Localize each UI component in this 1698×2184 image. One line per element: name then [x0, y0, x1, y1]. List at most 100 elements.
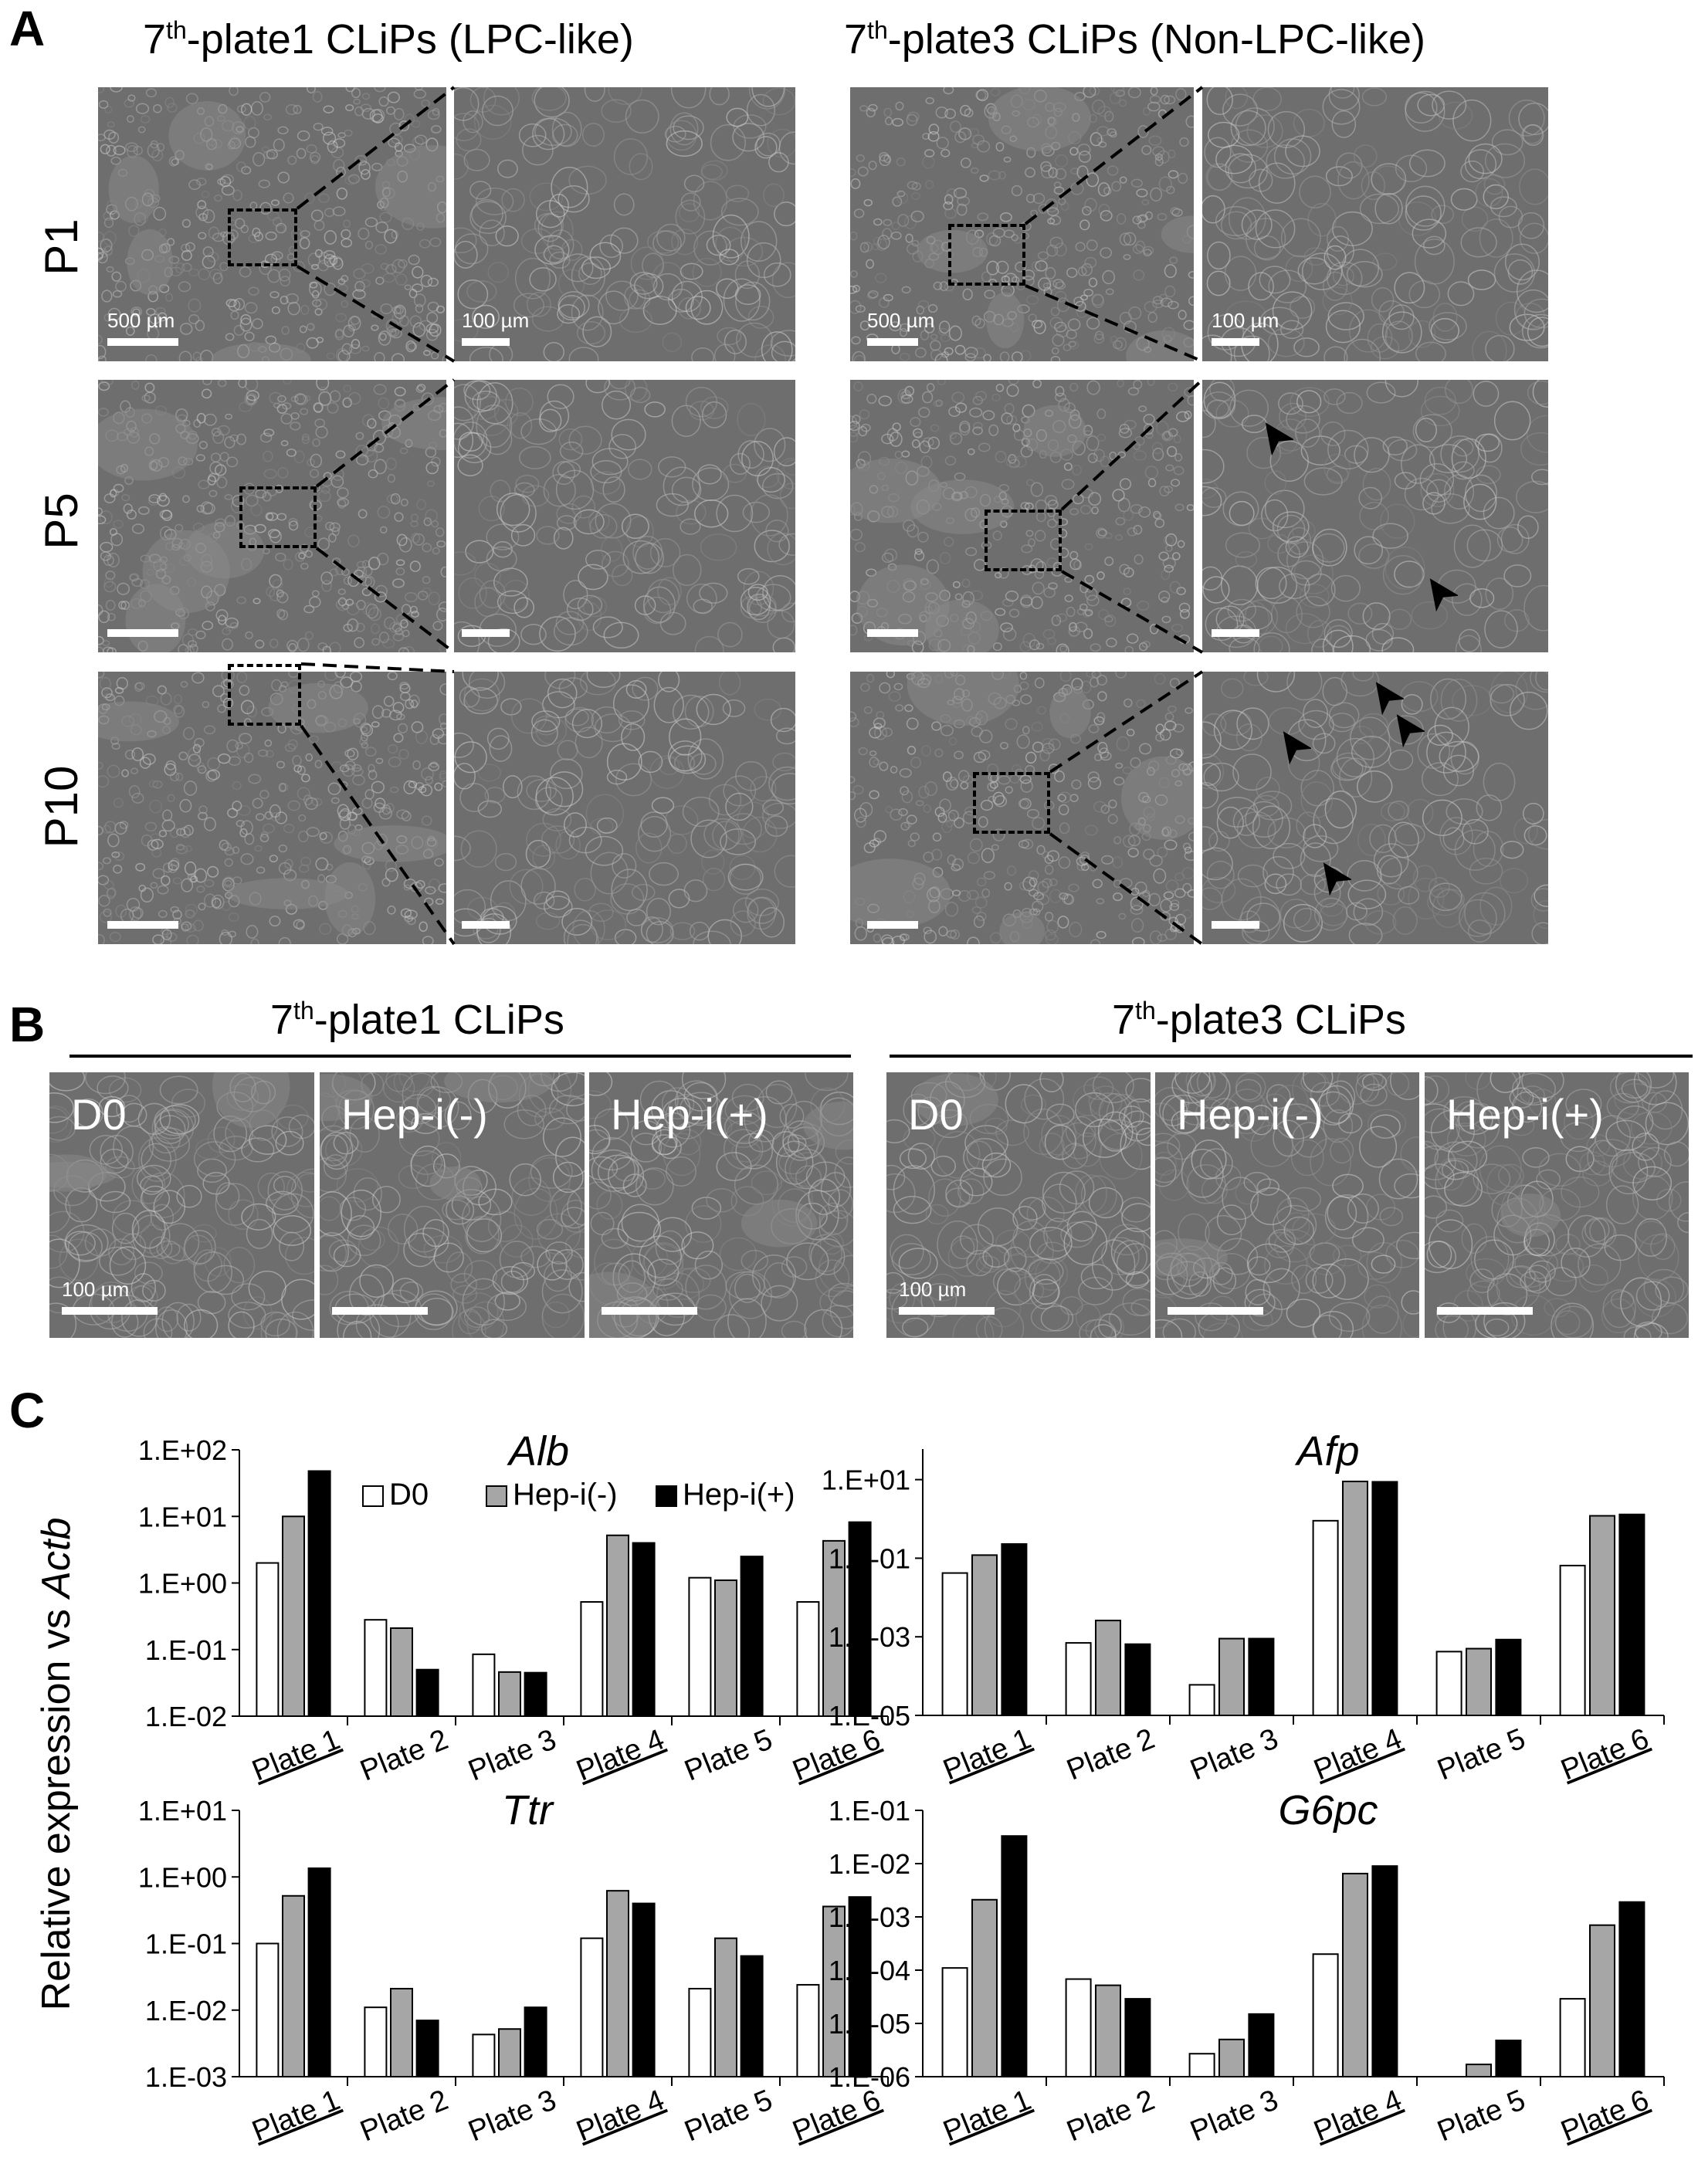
scale-label-plate3-overview: 500 µm [867, 309, 935, 332]
x-tick-label: Plate 5 [1433, 2084, 1530, 2148]
bar-g6pc-plate6-2 [1618, 1901, 1645, 2077]
bar-alb-plate4-0 [580, 1600, 604, 1718]
bar-ttr-plate1-0 [256, 1942, 280, 2077]
x-tick-label: Plate 3 [464, 2084, 561, 2148]
zoom-connector [296, 265, 456, 363]
y-tick-label: 1.E+00 [138, 1568, 227, 1600]
y-tick-label: 1.E-01 [145, 1928, 227, 1960]
legend-label: Hep-i(-) [513, 1478, 618, 1512]
bar-afp-plate4-2 [1371, 1481, 1398, 1716]
bar-g6pc-plate6-0 [1559, 1998, 1586, 2078]
panel-a-header-left: 7th-plate1 CLiPs (LPC-like) [143, 16, 634, 63]
bar-alb-plate2-2 [415, 1668, 439, 1717]
bar-g6pc-plate2-0 [1065, 1978, 1092, 2077]
inset-box-plate3-p1 [948, 224, 1025, 286]
bar-alb-plate4-1 [606, 1534, 629, 1717]
condition-label-plate1-hep-minus: Hep-i(-) [341, 1090, 488, 1139]
bar-afp-plate2-0 [1065, 1642, 1092, 1717]
zoom-connector [1060, 378, 1204, 511]
y-tick-label: 1.E-02 [145, 1701, 227, 1732]
scale-label-plate3: 100 µm [899, 1278, 967, 1301]
micrograph-plate3-hep-minus [1155, 1072, 1419, 1338]
bar-ttr-plate6-2 [848, 1896, 872, 2078]
bar-ttr-plate5-0 [688, 1987, 712, 2077]
bar-alb-plate6-2 [848, 1521, 872, 1717]
panel-c-label: C [9, 1383, 46, 1438]
x-tick-label: Plate 1 [248, 2084, 344, 2148]
bar-ttr-plate4-0 [580, 1937, 604, 2077]
panel-b-label: B [9, 997, 46, 1052]
x-tick-label: Plate 4 [572, 1723, 669, 1787]
x-tick-label: Plate 4 [1310, 1722, 1406, 1786]
x-tick-label: Plate 6 [1557, 1722, 1653, 1786]
bar-afp-plate3-1 [1218, 1637, 1245, 1717]
y-tick-label: 1.E-06 [829, 2061, 910, 2093]
micrograph-plate1-p5-overview [98, 380, 446, 652]
scale-bar-plate3-p1-zoom [1212, 338, 1259, 346]
bar-afp-plate2-1 [1095, 1620, 1121, 1716]
zoom-connector [296, 86, 456, 210]
bar-alb-plate2-0 [364, 1619, 388, 1717]
scale-bar-plate3-hep-plus [1437, 1307, 1533, 1315]
panel-b-rule-right [890, 1055, 1693, 1058]
bar-g6pc-plate1-0 [941, 1967, 968, 2078]
inset-box-plate3-p5 [985, 510, 1062, 571]
x-tick-label: Plate 2 [1063, 2084, 1159, 2148]
zoom-connector [1025, 284, 1203, 363]
y-tick-label: 1.E+02 [138, 1434, 227, 1466]
micrograph-plate3-p5-overview [850, 380, 1194, 652]
arrowhead-p10-1 [1375, 682, 1404, 715]
bar-ttr-plate1-1 [282, 1894, 305, 2077]
bar-alb-plate3-0 [472, 1653, 496, 1717]
zoom-connector [315, 378, 456, 488]
y-tick-label: 1.E-04 [829, 1955, 910, 1986]
inset-box-plate1-p10 [228, 664, 301, 726]
y-tick-label: 1.E-03 [829, 1901, 910, 1933]
bar-alb-plate5-0 [688, 1576, 712, 1717]
x-tick-label: Plate 2 [356, 1723, 452, 1787]
x-tick-label: Plate 2 [1063, 1722, 1159, 1786]
x-tick-label: Plate 6 [1557, 2084, 1653, 2148]
inset-box-plate3-p10 [973, 772, 1050, 834]
x-tick-label: Plate 6 [788, 1723, 885, 1787]
legend-swatch [656, 1485, 677, 1507]
bar-g6pc-plate4-0 [1312, 1953, 1339, 2078]
bar-afp-plate6-0 [1559, 1564, 1586, 1716]
chart-alb: Alb 1.E-02 1.E-01 1.E+00 1.E+01 1.E+02 Plate 1… [138, 1428, 889, 1788]
panel-b-header-left: 7th-plate1 CLiPs [270, 997, 564, 1043]
bar-afp-plate1-2 [1001, 1542, 1028, 1716]
zoom-connector [300, 662, 455, 673]
bar-afp-plate5-0 [1435, 1651, 1462, 1717]
legend-swatch [486, 1485, 507, 1507]
x-tick-label: Plate 3 [1186, 2084, 1283, 2148]
zoom-connector [1049, 832, 1204, 946]
scale-bar-plate1-hep-minus [332, 1307, 428, 1315]
bar-alb-plate3-2 [524, 1671, 547, 1718]
micrograph-plate1-hep-minus [320, 1072, 585, 1338]
panel-a-header-right: 7th-plate3 CLiPs (Non-LPC-like) [844, 16, 1425, 63]
zoom-connector [1061, 570, 1203, 654]
scale-label-plate1: 100 µm [62, 1278, 130, 1301]
bar-afp-plate4-1 [1342, 1480, 1368, 1716]
micrograph-plate3-p10-zoom [1202, 672, 1548, 944]
arrowhead-p10-3 [1283, 731, 1311, 764]
bar-g6pc-plate1-2 [1001, 1835, 1028, 2077]
bar-ttr-plate2-1 [390, 1987, 413, 2077]
condition-label-plate3-hep-minus: Hep-i(-) [1177, 1090, 1323, 1139]
y-tick-label: 1.E-01 [829, 1542, 910, 1574]
bar-alb-plate6-0 [796, 1600, 820, 1718]
micrograph-plate1-p5-zoom [454, 380, 795, 652]
bar-g6pc-plate1-1 [971, 1898, 998, 2077]
x-tick-label: Plate 1 [939, 1722, 1035, 1786]
arrowhead-p5-2 [1429, 578, 1458, 611]
zoom-connector [1024, 86, 1204, 225]
x-tick-label: Plate 5 [680, 1723, 777, 1787]
panel-c-charts: Alb 1.E-02 1.E-01 1.E+00 1.E+01 1.E+02 Plate 1… [138, 1428, 1665, 2148]
bar-g6pc-plate3-2 [1248, 2013, 1275, 2078]
arrowhead-p10-4 [1323, 862, 1351, 896]
bar-ttr-plate2-2 [415, 2020, 439, 2077]
bar-alb-plate4-2 [632, 1542, 656, 1717]
micrograph-plate1-hep-plus [589, 1072, 853, 1338]
micrograph-plate1-p10-zoom [454, 672, 795, 944]
x-tick-label: Plate 1 [939, 2084, 1035, 2148]
